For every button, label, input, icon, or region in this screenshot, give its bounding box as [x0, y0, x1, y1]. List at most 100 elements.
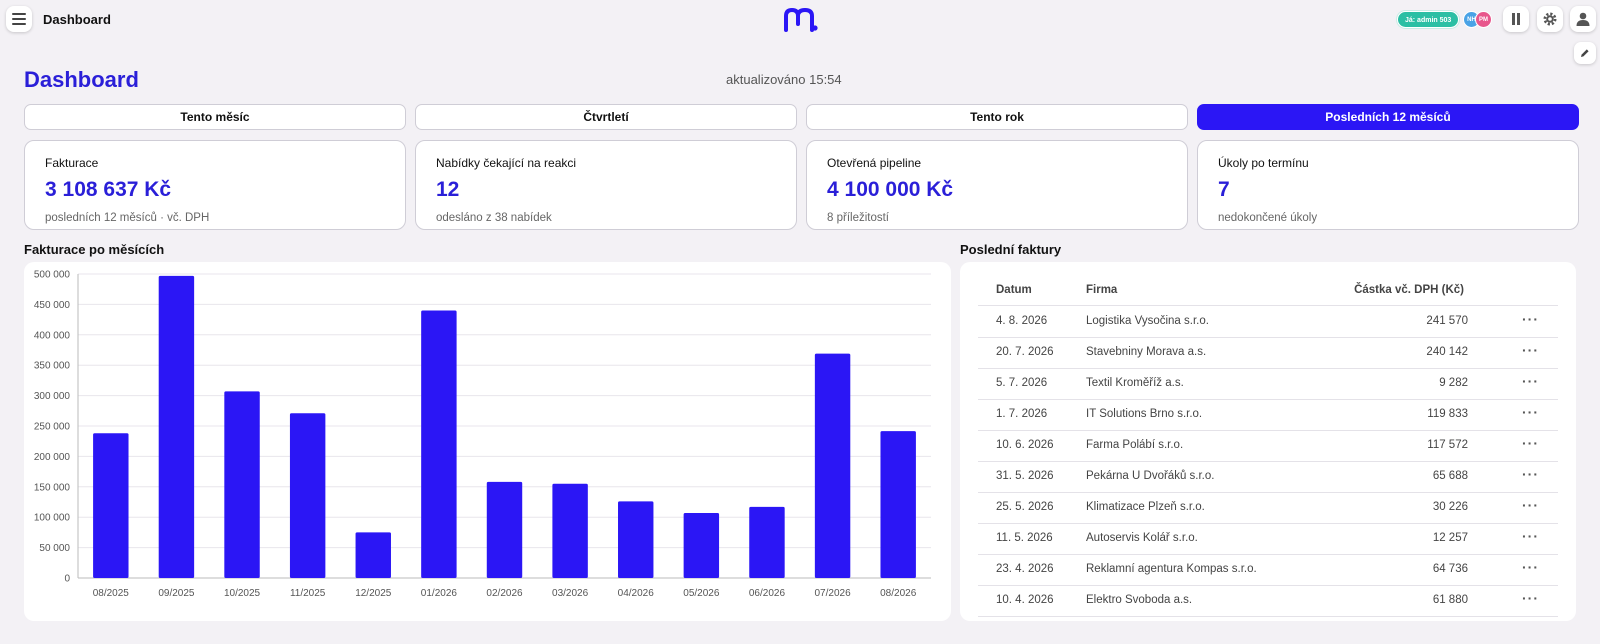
invoice-firm: IT Solutions Brno s.r.o. [1086, 408, 1203, 420]
app-title: Dashboard [43, 12, 111, 27]
bar-08-2026[interactable] [880, 431, 916, 578]
table-row[interactable]: 4. 8. 2026 Logistika Vysočina s.r.o. 241 5… [978, 306, 1558, 338]
column-header-amount[interactable]: Částka vč. DPH (Kč) [1354, 284, 1464, 296]
table-row[interactable]: 1. 7. 2026 IT Solutions Brno s.r.o. 119 83… [978, 399, 1558, 431]
stat-label: Úkoly po termínu [1218, 156, 1309, 170]
menu-button[interactable] [6, 6, 32, 32]
column-header-date[interactable]: Datum [996, 284, 1032, 296]
stat-value: 7 [1218, 178, 1230, 201]
bar-09-2025[interactable] [158, 275, 195, 578]
pause-button[interactable] [1503, 6, 1529, 32]
y-tick-label: 50 000 [39, 543, 70, 554]
more-actions-icon[interactable]: ··· [1522, 497, 1539, 513]
table-row[interactable]: 23. 4. 2026 Reklamní agentura Kompas s.r.… [978, 554, 1558, 586]
invoice-date: 20. 7. 2026 [996, 346, 1054, 358]
invoice-amount: 12 257 [1432, 532, 1468, 544]
invoice-date: 25. 5. 2026 [996, 501, 1054, 513]
column-header-firm[interactable]: Firma [1086, 284, 1118, 296]
x-tick-label: 09/2025 [158, 588, 195, 599]
more-actions-icon[interactable]: ··· [1522, 590, 1539, 606]
table-row[interactable]: 31. 5. 2026 Pekárna U Dvořáků s.r.o. 65 68… [978, 461, 1558, 493]
bar-06-2026[interactable] [749, 506, 785, 578]
invoice-amount: 30 226 [1432, 501, 1468, 513]
invoice-amount: 119 833 [1427, 408, 1468, 420]
stat-subtext: 8 příležitostí [827, 212, 889, 224]
bar-03-2026[interactable] [552, 483, 588, 578]
bar-01-2026[interactable] [421, 310, 457, 578]
table-row[interactable]: 25. 5. 2026 Klimatizace Plzeň s.r.o. 30 22… [978, 492, 1558, 524]
x-tick-label: 04/2026 [618, 588, 655, 599]
invoice-amount: 240 142 [1426, 346, 1468, 358]
bar-02-2026[interactable] [486, 481, 523, 578]
y-tick-label: 200 000 [34, 452, 71, 463]
x-tick-label: 03/2026 [552, 588, 589, 599]
table-row[interactable]: 10. 4. 2026 Elektro Svoboda a.s. 61 880 ··· [978, 585, 1558, 617]
logo[interactable] [782, 6, 820, 39]
y-tick-label: 300 000 [34, 391, 71, 402]
bar-10-2025[interactable] [224, 391, 260, 578]
invoice-firm: Logistika Vysočina s.r.o. [1086, 315, 1209, 327]
invoice-date: 10. 4. 2026 [996, 594, 1054, 606]
stat-subtext: posledních 12 měsíců · vč. DPH [45, 212, 210, 224]
invoices-section-title: Poslední faktury [960, 242, 1062, 257]
current-user-badge[interactable]: Já: admin 503 [1397, 11, 1460, 28]
y-tick-label: 100 000 [34, 513, 71, 524]
x-tick-label: 11/2025 [290, 588, 326, 599]
stat-card-overdue-tasks[interactable]: Úkoly po termínu 7 nedokončené úkoly [1197, 140, 1579, 230]
avatar[interactable]: PM [1475, 11, 1492, 28]
table-row[interactable]: 11. 5. 2026 Autoservis Kolář s.r.o. 12 257… [978, 523, 1558, 555]
tab-last-12-months[interactable]: Posledních 12 měsíců [1197, 104, 1579, 130]
table-row[interactable]: 10. 6. 2026 Farma Polábí s.r.o. 117 572 ··· [978, 430, 1558, 462]
invoice-firm: Textil Kroměříž a.s. [1086, 377, 1184, 389]
bar-04-2026[interactable] [618, 501, 654, 578]
gear-icon [1543, 12, 1557, 26]
invoice-firm: Autoservis Kolář s.r.o. [1086, 532, 1198, 544]
invoice-date: 31. 5. 2026 [996, 470, 1054, 482]
invoice-firm: Reklamní agentura Kompas s.r.o. [1086, 563, 1257, 575]
bar-07-2026[interactable] [814, 353, 851, 578]
more-actions-icon[interactable]: ··· [1522, 311, 1539, 327]
x-tick-label: 12/2025 [355, 588, 392, 599]
stat-value: 12 [436, 178, 460, 201]
x-tick-label: 01/2026 [421, 588, 458, 599]
stat-card-invoicing[interactable]: Fakturace 3 108 637 Kč posledních 12 měs… [24, 140, 406, 230]
y-tick-label: 250 000 [34, 422, 71, 433]
stat-label: Fakturace [45, 156, 99, 170]
y-tick-label: 450 000 [34, 300, 71, 311]
more-actions-icon[interactable]: ··· [1522, 342, 1539, 358]
more-actions-icon[interactable]: ··· [1522, 466, 1539, 482]
more-actions-icon[interactable]: ··· [1522, 528, 1539, 544]
edit-layout-button[interactable] [1574, 42, 1596, 64]
tab-quarter[interactable]: Čtvrtletí [415, 104, 797, 130]
settings-button[interactable] [1537, 6, 1563, 32]
bar-11-2025[interactable] [289, 413, 326, 578]
tab-this-year[interactable]: Tento rok [806, 104, 1188, 130]
more-actions-icon[interactable]: ··· [1522, 435, 1539, 451]
bar-08-2025[interactable] [93, 433, 129, 578]
tab-this-month[interactable]: Tento měsíc [24, 104, 406, 130]
invoice-amount: 117 572 [1427, 439, 1468, 451]
table-row[interactable]: 20. 7. 2026 Stavebniny Morava a.s. 240 142… [978, 337, 1558, 369]
more-actions-icon[interactable]: ··· [1522, 559, 1539, 575]
stat-value: 4 100 000 Kč [827, 178, 954, 201]
stat-card-pending-offers[interactable]: Nabídky čekající na reakci 12 odesláno z… [415, 140, 797, 230]
invoice-amount: 241 570 [1426, 315, 1468, 327]
chart-section-title: Fakturace po měsících [24, 242, 165, 257]
more-actions-icon[interactable]: ··· [1522, 404, 1539, 420]
invoice-firm: Pekárna U Dvořáků s.r.o. [1086, 470, 1215, 482]
stat-subtext: nedokončené úkoly [1218, 212, 1318, 224]
user-button[interactable] [1570, 6, 1596, 32]
x-tick-label: 08/2025 [93, 588, 130, 599]
invoicing-bar-chart: 0 50 000 100 000 150 000 200 000 250 000 300 0… [34, 270, 931, 599]
bar-12-2025[interactable] [355, 532, 391, 578]
table-row[interactable]: 5. 7. 2026 Textil Kroměříž a.s. 9 282 ··· [978, 368, 1558, 400]
online-users: NH PM [1463, 11, 1495, 28]
invoice-date: 5. 7. 2026 [996, 377, 1048, 389]
y-tick-label: 500 000 [34, 270, 71, 281]
top-bar: Dashboard Já: admin 503 NH PM [0, 0, 1600, 40]
x-tick-label: 08/2026 [880, 588, 917, 599]
stat-card-open-pipeline[interactable]: Otevřená pipeline 4 100 000 Kč 8 příleži… [806, 140, 1188, 230]
bar-05-2026[interactable] [683, 512, 720, 578]
more-actions-icon[interactable]: ··· [1522, 373, 1539, 389]
invoice-amount: 9 282 [1439, 377, 1468, 389]
